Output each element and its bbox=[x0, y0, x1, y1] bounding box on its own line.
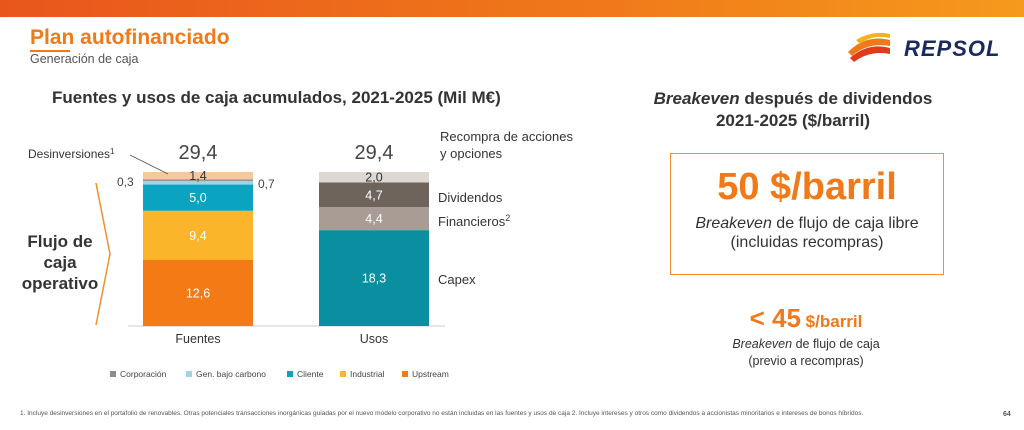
repsol-logo bbox=[848, 32, 890, 62]
category-label-usos: Usos bbox=[360, 332, 388, 346]
chart-legend: Corporación Gen. bajo carbono Cliente Indus… bbox=[110, 369, 449, 379]
legend-swatch-industrial bbox=[340, 371, 346, 377]
flujo-label-2: caja bbox=[43, 253, 77, 272]
category-label-fuentes: Fuentes bbox=[175, 332, 220, 346]
breakeven-second-number: < 45 bbox=[749, 303, 801, 333]
breakeven-second-desc: Breakeven de flujo de caja (previo a rec… bbox=[670, 336, 942, 370]
sources-uses-chart: Flujo de caja operativo 29,4 29,4 12,6 9,… bbox=[22, 129, 574, 379]
legend-swatch-corporaci-n bbox=[110, 371, 116, 377]
page-number: 64 bbox=[1003, 411, 1011, 418]
breakeven-main-desc-italic: Breakeven bbox=[695, 215, 772, 232]
bar-segment-fuentes-corporaci-n bbox=[143, 179, 253, 181]
breakeven-second-desc-rest: de flujo de caja bbox=[792, 337, 880, 351]
capex-label: Capex bbox=[438, 272, 476, 287]
data-label-fuentes-upstream: 12,6 bbox=[186, 287, 210, 301]
bar-segment-fuentes-gen-bajo-carbono bbox=[143, 180, 253, 185]
desinversiones-label: Desinversiones1 bbox=[28, 147, 115, 161]
bar-segment-usos-recompra-de-acciones-y-opciones bbox=[319, 172, 429, 183]
bar-segment-fuentes-industrial bbox=[143, 210, 253, 260]
repsol-flame-icon bbox=[848, 32, 890, 62]
bar-segment-fuentes-cliente bbox=[143, 184, 253, 211]
breakeven-second-unit: $/barril bbox=[800, 312, 863, 331]
legend-label-industrial: Industrial bbox=[350, 369, 385, 379]
breakeven-second-desc-line2: (previo a recompras) bbox=[748, 354, 864, 368]
legend-label-gen-bajo-carbono: Gen. bajo carbono bbox=[196, 369, 266, 379]
data-label-usos-recompra-de-acciones-y-opciones: 2,0 bbox=[365, 171, 382, 185]
desinversiones-leader bbox=[129, 154, 169, 175]
title-underline bbox=[30, 50, 70, 52]
legend-swatch-gen-bajo-carbono bbox=[186, 371, 192, 377]
flujo-label-1: Flujo de bbox=[27, 232, 92, 251]
top-accent-bar bbox=[0, 0, 1024, 17]
breakeven-title-rest: después de dividendos bbox=[739, 89, 933, 108]
dividendos-label: Dividendos bbox=[438, 190, 503, 205]
bar-segment-fuentes-upstream bbox=[143, 260, 253, 326]
data-label-usos-dividendos: 4,7 bbox=[365, 188, 382, 202]
recompra-label-1: Recompra de acciones bbox=[440, 129, 573, 144]
legend-label-corporaci-n: Corporación bbox=[120, 369, 167, 379]
breakeven-second-desc-italic: Breakeven bbox=[732, 337, 793, 351]
gen-bajo-carbono-value: 0,7 bbox=[258, 177, 275, 191]
flujo-brace bbox=[95, 182, 111, 326]
data-label-fuentes-cliente: 5,0 bbox=[189, 191, 206, 205]
total-fuentes: 29,4 bbox=[179, 142, 218, 164]
corporacion-value: 0,3 bbox=[117, 175, 134, 189]
chart-title: Fuentes y usos de caja acumulados, 2021-… bbox=[52, 88, 501, 107]
breakeven-main-desc-line2: (incluidas recompras) bbox=[730, 234, 884, 251]
breakeven-second-value: < 45 $/barril bbox=[670, 303, 942, 334]
legend-label-upstream: Upstream bbox=[412, 369, 449, 379]
flujo-label-3: operativo bbox=[22, 274, 99, 293]
data-label-usos-financieros: 4,4 bbox=[365, 212, 382, 226]
breakeven-title-line2: 2021-2025 ($/barril) bbox=[715, 111, 871, 130]
total-usos: 29,4 bbox=[355, 142, 394, 164]
breakeven-main-box: 50 $/barril Breakeven de flujo de caja l… bbox=[670, 153, 944, 275]
data-label-usos-capex: 18,3 bbox=[362, 272, 386, 286]
bar-segment-fuentes-desinversiones bbox=[143, 172, 253, 180]
breakeven-main-desc-rest: de flujo de caja libre bbox=[771, 215, 919, 232]
breakeven-main-value: 50 $/barril bbox=[717, 166, 897, 208]
legend-swatch-cliente bbox=[287, 371, 293, 377]
financieros-label: Financieros2 bbox=[438, 213, 510, 229]
data-label-fuentes-desinversiones: 1,4 bbox=[189, 169, 206, 183]
legend-label-cliente: Cliente bbox=[297, 369, 324, 379]
page-subtitle: Generación de caja bbox=[30, 52, 139, 66]
bar-segment-usos-financieros bbox=[319, 207, 429, 231]
breakeven-main-desc: Breakeven de flujo de caja libre (inclui… bbox=[671, 214, 943, 252]
logo-text: REPSOL bbox=[904, 36, 1001, 61]
page-title: Plan autofinanciado bbox=[30, 26, 230, 49]
breakeven-title: Breakeven después de dividendos 2021-202… bbox=[618, 88, 968, 132]
recompra-label-2: y opciones bbox=[440, 146, 503, 161]
footnote: 1. Incluye desinversiones en el portafol… bbox=[20, 410, 864, 417]
data-label-fuentes-industrial: 9,4 bbox=[189, 229, 206, 243]
breakeven-title-italic: Breakeven bbox=[653, 89, 740, 108]
bar-segment-usos-dividendos bbox=[319, 182, 429, 208]
bar-segment-usos-capex bbox=[319, 230, 429, 326]
legend-swatch-upstream bbox=[402, 371, 408, 377]
